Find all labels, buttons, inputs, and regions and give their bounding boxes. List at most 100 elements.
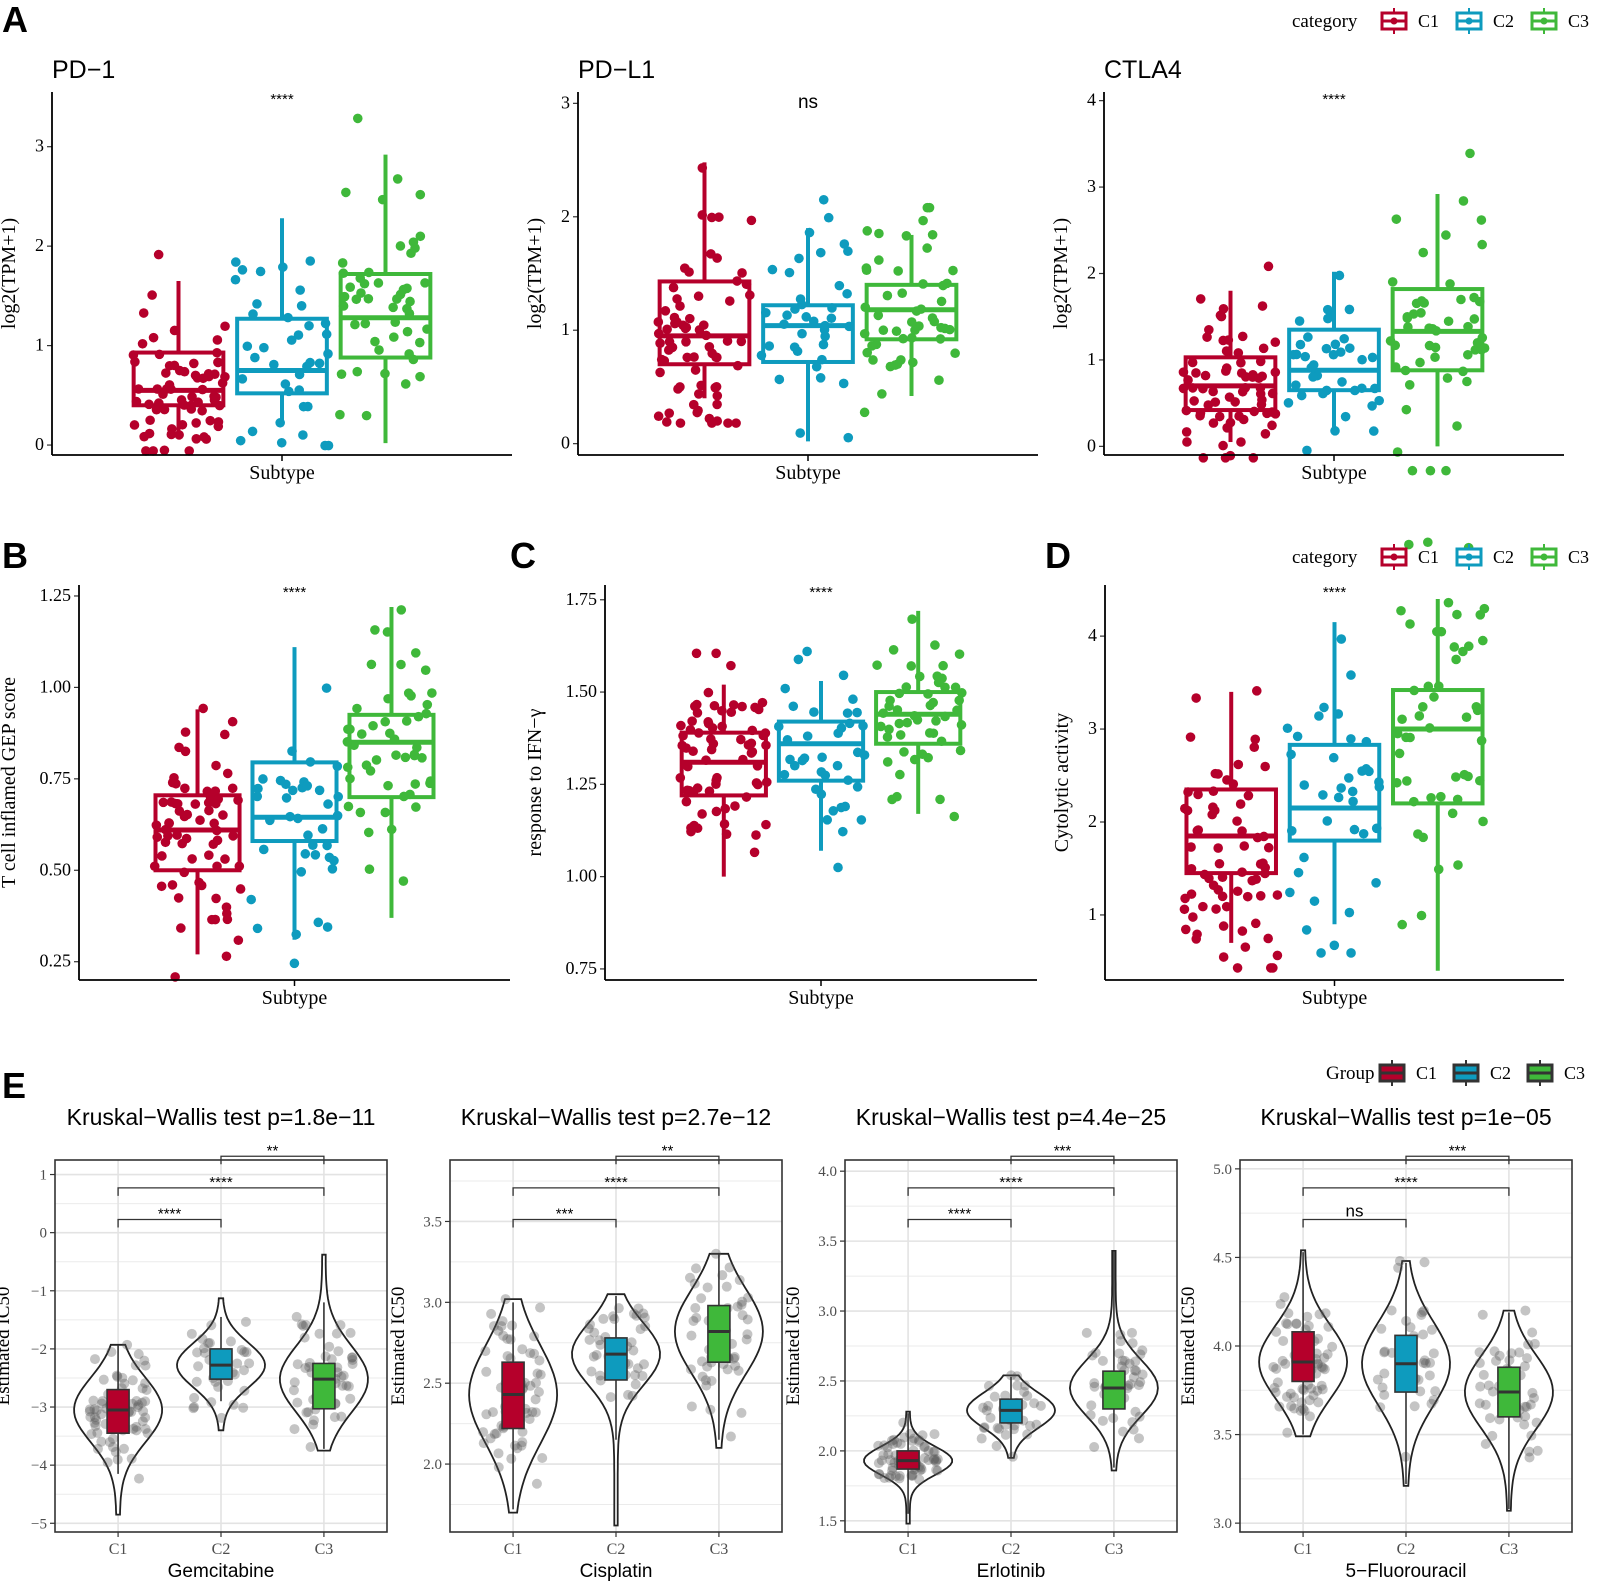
data-point: [191, 418, 201, 428]
data-point: [1272, 950, 1283, 961]
data-point: [531, 1478, 542, 1489]
data-point: [1316, 1361, 1327, 1372]
data-point: [694, 325, 705, 335]
data-point: [591, 1350, 602, 1361]
data-point: [237, 374, 248, 384]
data-point: [725, 1431, 736, 1442]
legend-legend_e: Group C1 C2 C3: [1326, 1060, 1585, 1086]
comparison-label: **: [267, 1142, 279, 1159]
data-point: [198, 703, 209, 714]
data-point: [761, 740, 771, 751]
data-point: [1254, 373, 1264, 384]
data-point: [1443, 316, 1454, 327]
group-C1: [468, 1294, 559, 1514]
data-point: [404, 308, 415, 319]
data-point: [938, 660, 948, 671]
data-point: [704, 786, 715, 797]
data-point: [892, 359, 903, 370]
data-point: [130, 357, 140, 367]
data-point: [1333, 792, 1344, 803]
data-point: [398, 876, 409, 886]
data-point: [1304, 1411, 1315, 1422]
data-point: [389, 734, 400, 744]
data-point: [281, 793, 292, 803]
box: [874, 690, 963, 746]
y-tick-label: 0.25: [40, 951, 72, 971]
comparison-bracket: [1302, 1187, 1510, 1196]
data-point: [172, 830, 182, 840]
data-point: [179, 867, 190, 878]
data-point: [341, 187, 351, 198]
data-point: [797, 755, 808, 766]
data-point: [717, 721, 727, 732]
data-point: [655, 367, 665, 378]
data-point: [954, 649, 965, 659]
data-point: [691, 1312, 702, 1323]
data-point: [395, 289, 406, 300]
data-point: [1218, 921, 1229, 931]
data-point: [1523, 1339, 1534, 1350]
y-axis-label: log2(TPM+1): [0, 218, 20, 329]
data-point: [502, 1333, 513, 1344]
data-point: [655, 338, 665, 349]
data-point: [89, 1417, 100, 1428]
data-point: [321, 329, 332, 340]
data-point: [818, 194, 829, 205]
data-point: [802, 646, 812, 657]
legend-point-icon: [1465, 17, 1473, 25]
data-point: [415, 371, 425, 382]
data-point: [253, 783, 263, 794]
data-point: [314, 358, 325, 369]
data-point: [1418, 1357, 1429, 1368]
data-point: [506, 1453, 517, 1464]
data-point: [409, 750, 420, 761]
data-point: [1405, 619, 1415, 629]
data-point: [97, 1396, 108, 1407]
data-point: [640, 1321, 651, 1332]
data-point: [383, 693, 393, 704]
data-point: [1179, 904, 1190, 915]
data-point: [706, 1375, 717, 1386]
data-point: [98, 1374, 109, 1385]
data-point: [751, 830, 761, 840]
group-C2: [1283, 270, 1384, 456]
data-point: [1270, 409, 1281, 419]
data-point: [1135, 1377, 1146, 1388]
data-point: [487, 1407, 498, 1418]
legend-key-C3: [1530, 8, 1558, 34]
data-point: [801, 312, 812, 322]
data-point: [843, 432, 854, 443]
data-point: [1418, 1329, 1429, 1340]
data-point: [252, 791, 263, 802]
data-point: [129, 420, 140, 430]
data-point: [746, 738, 757, 749]
data-point: [681, 337, 691, 347]
data-point: [774, 374, 785, 385]
data-point: [1478, 635, 1488, 646]
data-point: [914, 1436, 925, 1447]
data-point: [1526, 1430, 1537, 1441]
data-point: [1416, 910, 1427, 921]
data-point: [728, 1353, 739, 1364]
data-point: [1237, 867, 1247, 877]
data-point: [692, 708, 703, 718]
data-point: [928, 1454, 939, 1465]
data-point: [890, 1471, 901, 1482]
data-point: [1433, 864, 1444, 875]
data-point: [1292, 731, 1303, 742]
group-C1: [653, 162, 757, 428]
data-point: [1137, 1369, 1148, 1380]
data-point: [137, 1383, 148, 1394]
data-point: [1285, 887, 1295, 898]
data-point: [119, 1378, 130, 1389]
data-point: [1188, 912, 1198, 922]
data-point: [736, 1407, 747, 1418]
data-point: [410, 779, 421, 789]
data-point: [180, 746, 191, 757]
data-point: [118, 1443, 129, 1454]
data-point: [741, 1334, 752, 1345]
data-point: [505, 1334, 516, 1345]
data-point: [659, 356, 670, 366]
data-point: [1257, 395, 1267, 405]
data-point: [1409, 796, 1419, 807]
